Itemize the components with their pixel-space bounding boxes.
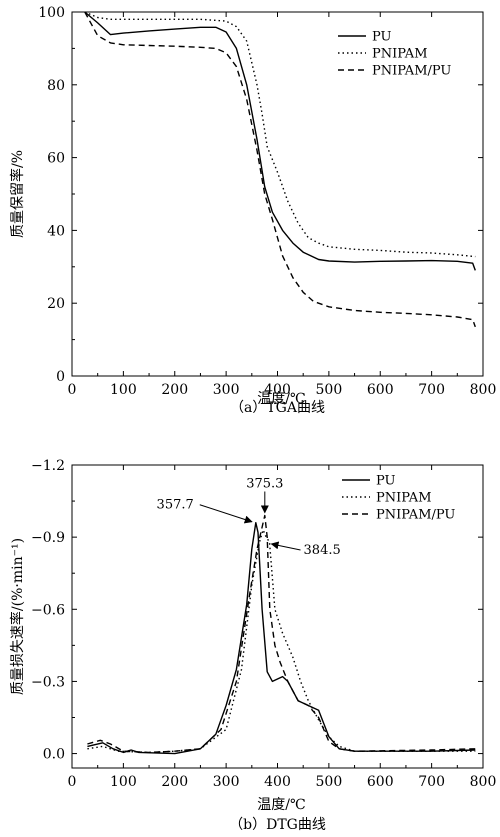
series-line-pnipam: [84, 11, 476, 258]
y-tick-label: 0: [56, 369, 65, 385]
x-tick-label: 500: [316, 382, 343, 398]
peak-annotation: 375.3: [246, 477, 283, 492]
y-tick-label: 20: [47, 296, 65, 312]
y-tick-label: 80: [47, 78, 65, 94]
y-tick-label: −1.2: [31, 458, 65, 474]
x-tick-label: 100: [110, 382, 137, 398]
x-tick-label: 800: [470, 382, 497, 398]
chart-caption: （a）TGA曲线: [230, 400, 325, 416]
x-tick-label: 800: [470, 774, 497, 790]
legend-label: PNIPAM/PU: [372, 64, 451, 79]
dtg-chart: 0 100 200 300 400 500 600 700 800 0.0 −0.3 −0.6 −0.9…: [9, 458, 496, 833]
legend-label: PNIPAM: [372, 47, 428, 62]
x-tick-label: 300: [213, 774, 240, 790]
x-tick-label: 400: [264, 382, 291, 398]
peak-annotation: 357.7: [157, 498, 194, 513]
x-tick-label: 0: [68, 382, 77, 398]
series-line-pu: [87, 522, 476, 755]
legend-label: PNIPAM/PU: [376, 508, 455, 523]
y-tick-label: 0.0: [43, 747, 65, 763]
x-tick-label: 700: [418, 382, 445, 398]
series-line-pnipam-pu: [87, 514, 476, 754]
x-tick-label: 100: [110, 774, 137, 790]
x-tick-label: 700: [418, 774, 445, 790]
x-axis-label: 温度/℃: [257, 391, 305, 407]
x-tick-label: 600: [367, 382, 394, 398]
series-line-pu: [84, 11, 476, 271]
y-tick-label: −0.6: [31, 602, 65, 618]
annotation-arrow: [199, 504, 253, 524]
peak-annotation: 384.5: [304, 543, 341, 558]
x-tick-label: 500: [316, 774, 343, 790]
y-axis-label: 质量损失速率/(%·min⁻¹): [9, 538, 26, 695]
series-line-pnipam-pu: [84, 11, 476, 328]
x-tick-label: 200: [161, 774, 188, 790]
x-tick-label: 300: [213, 382, 240, 398]
y-tick-label: 60: [47, 151, 65, 167]
y-tick-label: 100: [38, 5, 65, 21]
y-tick-label: −0.9: [31, 530, 65, 546]
legend-label: PU: [376, 474, 396, 489]
y-tick-label: −0.3: [31, 674, 65, 690]
x-tick-label: 400: [264, 774, 291, 790]
series-line-pnipam: [87, 529, 476, 754]
x-tick-label: 0: [68, 774, 77, 790]
y-axis-label: 质量保留率/%: [9, 150, 26, 238]
x-tick-label: 600: [367, 774, 394, 790]
tga-chart: 0 100 200 300 400 500 600 700 800 0 20 40 60 80 100 温度/…: [9, 5, 496, 416]
chart-caption: （b）DTG曲线: [229, 817, 326, 833]
legend-label: PU: [372, 30, 392, 45]
x-tick-label: 200: [161, 382, 188, 398]
x-axis-label: 温度/℃: [257, 797, 305, 813]
annotation-arrow: [270, 541, 301, 551]
y-tick-label: 40: [47, 223, 65, 239]
legend-label: PNIPAM: [376, 491, 432, 506]
